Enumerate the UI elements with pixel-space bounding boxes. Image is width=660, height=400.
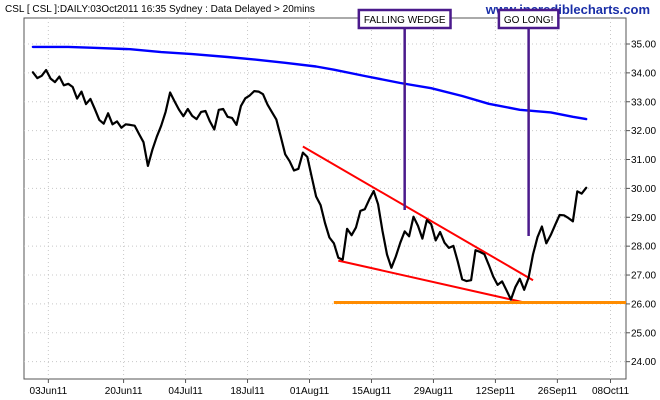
x-tick-label: 08Oct11 <box>592 386 629 397</box>
x-tick-label: 01Aug11 <box>290 386 330 397</box>
y-tick-label: 26.00 <box>631 299 656 310</box>
y-tick-label: 28.00 <box>631 242 656 253</box>
x-tick-label: 15Aug11 <box>352 386 392 397</box>
y-tick-label: 32.00 <box>631 126 656 137</box>
y-tick-label: 33.00 <box>631 97 656 108</box>
y-tick-label: 29.00 <box>631 213 656 224</box>
x-tick-label: 26Sep11 <box>538 386 578 397</box>
y-tick-label: 34.00 <box>631 68 656 79</box>
annotation-layer: FALLING WEDGE GO LONG! <box>357 8 560 237</box>
trendline-layer <box>302 145 626 304</box>
x-tick-label: 20Jun11 <box>105 386 143 397</box>
x-tick-label: 12Sep11 <box>476 386 516 397</box>
wedge-lower-line <box>338 259 525 304</box>
moving-average-line <box>31 45 588 121</box>
price-series-line <box>31 68 588 301</box>
annotation-label: FALLING WEDGE <box>364 15 446 26</box>
x-axis: 03Jun11 20Jun11 04Jul11 18Jul11 01Aug11 15Aug… <box>30 379 629 397</box>
plot-area <box>23 17 627 380</box>
wedge-upper-line <box>302 145 534 282</box>
y-axis: 24.00 25.00 26.00 27.00 28.00 29.00 30.00 31.00… <box>626 39 656 368</box>
y-tick-label: 24.00 <box>631 357 656 368</box>
y-tick-label: 25.00 <box>631 328 656 339</box>
series-layer <box>31 45 588 301</box>
y-tick-label: 27.00 <box>631 271 656 282</box>
x-tick-label: 29Aug11 <box>414 386 454 397</box>
annotation-label: GO LONG! <box>504 15 553 26</box>
grid-layer <box>24 18 626 379</box>
y-tick-label: 31.00 <box>631 155 656 166</box>
x-tick-label: 04Jul11 <box>168 386 203 397</box>
chart-header: CSL [ CSL ]:DAILY:03Oct2011 16:35 Sydney… <box>5 4 315 15</box>
x-tick-label: 18Jul11 <box>230 386 265 397</box>
x-tick-label: 03Jun11 <box>30 386 68 397</box>
y-tick-label: 35.00 <box>631 39 656 50</box>
y-tick-label: 30.00 <box>631 184 656 195</box>
